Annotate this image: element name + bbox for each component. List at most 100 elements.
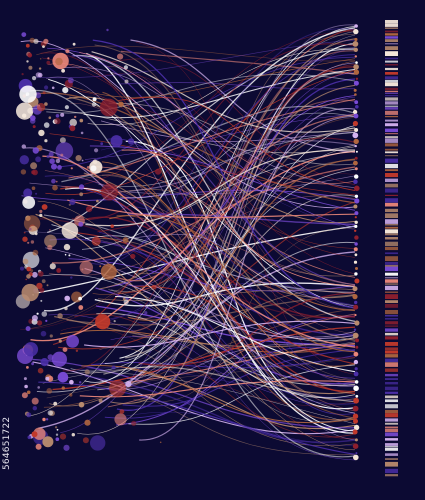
barcode-bar — [385, 202, 398, 207]
particle-dot — [39, 287, 45, 293]
flow-curve — [29, 90, 356, 458]
particle-dot — [124, 79, 129, 84]
barcode-bar — [385, 342, 398, 346]
barcode-bar — [385, 51, 398, 56]
particle-dot — [20, 169, 27, 175]
particle-dot — [42, 45, 45, 48]
barcode-bar — [385, 82, 398, 87]
particle-dot — [81, 159, 84, 162]
barcode-bar — [385, 194, 398, 196]
barcode-bar — [385, 285, 398, 291]
particle-dot — [78, 184, 85, 190]
bead — [352, 294, 358, 300]
barcode-bar — [385, 219, 398, 224]
particle-dot — [64, 306, 68, 311]
barcode-bar — [385, 87, 398, 91]
barcode-bar — [385, 107, 398, 110]
particle-dot — [40, 358, 49, 367]
particle-dot — [39, 58, 42, 60]
particle-dot — [38, 129, 45, 137]
barcode-bar — [385, 350, 398, 354]
barcode-bar — [385, 395, 398, 399]
flow-curve — [79, 52, 356, 185]
barcode-bar — [385, 438, 398, 441]
barcode-bar — [385, 332, 398, 336]
particle-dot — [113, 320, 116, 323]
bead — [355, 452, 358, 455]
particle-dot — [58, 339, 62, 343]
barcode-bar — [385, 43, 398, 45]
flow-curve — [21, 189, 356, 201]
bead — [352, 332, 359, 339]
particle-dot — [70, 276, 73, 279]
particle-dot — [62, 87, 69, 94]
particle-dot — [100, 183, 119, 201]
bead — [354, 37, 358, 42]
particle-dot — [55, 180, 58, 183]
flow-curve — [68, 258, 356, 292]
bead — [354, 144, 357, 148]
flow-curve — [44, 170, 356, 286]
barcode-bar — [385, 386, 398, 391]
particle-dot — [46, 388, 53, 394]
bead — [355, 77, 359, 81]
flow-curve — [90, 355, 356, 369]
particle-dot — [79, 192, 84, 197]
particle-dot — [21, 392, 28, 399]
flow-curve — [81, 364, 356, 424]
particle-dot — [32, 125, 36, 129]
barcode-bar — [385, 382, 398, 385]
particle-dot — [59, 137, 66, 144]
barcode-bar — [385, 39, 398, 42]
particle-dot — [106, 28, 109, 32]
flow-curve — [104, 346, 356, 419]
particle-dot — [63, 444, 70, 451]
particle-dot — [110, 224, 114, 228]
bead — [354, 185, 360, 192]
flow-curve — [110, 58, 356, 186]
flow-curve — [38, 251, 356, 429]
particle-dot — [22, 236, 28, 242]
barcode-bar — [385, 373, 398, 377]
particle-dot — [35, 192, 38, 195]
barcode-bar — [385, 148, 398, 151]
particle-dot — [23, 377, 27, 381]
barcode-bar — [385, 30, 398, 33]
particle-dot — [30, 162, 38, 170]
particle-dot — [33, 38, 39, 44]
barcode-bar — [385, 92, 398, 94]
barcode-bar — [385, 418, 398, 422]
flow-curve — [107, 138, 356, 415]
bead — [354, 211, 359, 216]
barcode-bar — [385, 229, 398, 234]
bead — [352, 405, 359, 412]
particle-dot — [79, 381, 82, 384]
particle-dot — [34, 232, 38, 236]
particle-dot — [26, 412, 32, 418]
particle-dot — [118, 101, 124, 107]
particle-dot — [51, 86, 55, 90]
flow-curve — [103, 366, 356, 403]
particle-dot — [54, 117, 61, 125]
barcode-bar — [385, 265, 398, 267]
bead — [353, 64, 359, 70]
particle-dot — [49, 334, 53, 338]
barcode-bar — [385, 336, 398, 340]
particle-dot — [23, 342, 39, 357]
particle-dot — [82, 437, 89, 444]
barcode-bar — [385, 233, 398, 236]
barcode-bar — [385, 325, 398, 327]
barcode-bar — [385, 72, 398, 75]
barcode-bar — [385, 128, 398, 133]
bead — [353, 47, 358, 52]
flow-curve — [37, 200, 356, 451]
bead — [352, 109, 358, 115]
barcode-bar — [385, 252, 398, 255]
bead — [354, 278, 360, 284]
particle-dot — [38, 67, 42, 70]
flow-curve — [42, 57, 356, 275]
particle-dot — [123, 299, 129, 305]
barcode-bar — [385, 23, 398, 27]
particle-dot — [151, 284, 157, 290]
particle-dot — [81, 268, 84, 271]
